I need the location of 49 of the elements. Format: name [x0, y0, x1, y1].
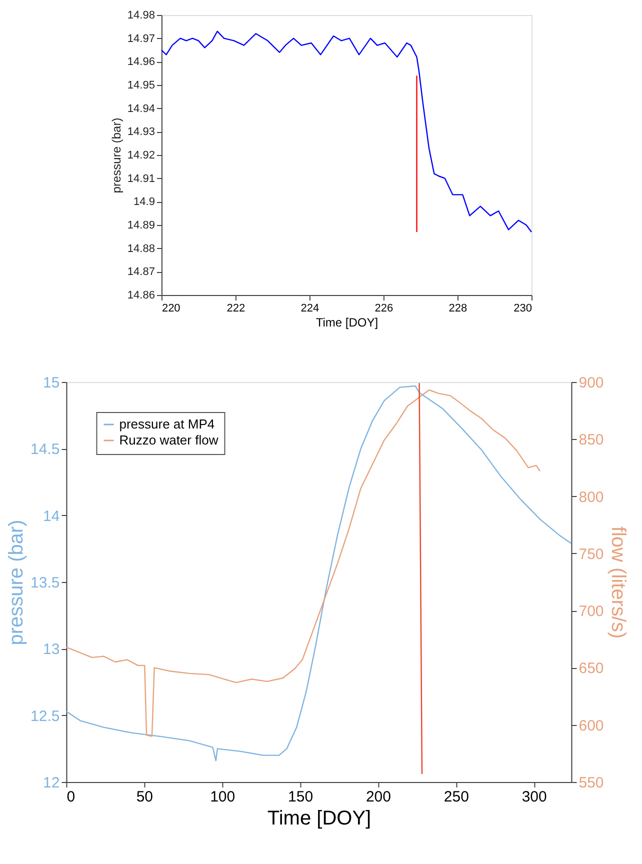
y-tick-label: 14.96: [127, 56, 155, 68]
x-tick-label: 300: [522, 788, 547, 806]
y-axis-title: pressure (bar): [6, 520, 28, 646]
y-tick-label: 15: [43, 374, 60, 392]
y-tick-label: 14.9: [134, 196, 155, 208]
y-tick-label: 14.98: [127, 10, 155, 22]
y-tick-label: 14.97: [127, 32, 155, 45]
y2-tick-label: 550: [578, 774, 604, 792]
y2-tick-label: 650: [578, 660, 604, 678]
x-axis-title: Time [DOY]: [316, 316, 378, 330]
y-axis-title: pressure (bar): [109, 118, 124, 194]
y-tick-label: 14.86: [127, 290, 155, 302]
legend-label: pressure at MP4: [119, 416, 215, 432]
legend-label: Ruzzo water flow: [119, 432, 219, 448]
y2-tick-label: 600: [578, 717, 604, 734]
y2-tick-label: 850: [578, 432, 604, 449]
y-tick-label: 14.89: [127, 220, 155, 232]
x-tick-label: 0: [66, 788, 76, 806]
y-tick-label: 12.5: [30, 708, 60, 725]
y-tick-label: 14.91: [127, 172, 155, 185]
x-tick-label: 222: [226, 302, 246, 314]
y-tick-label: 14.93: [127, 126, 155, 138]
x-tick-label: 220: [162, 302, 180, 314]
x-tick-label: 100: [210, 788, 236, 806]
y-tick-label: 14.94: [127, 102, 155, 115]
y2-axis-title: flow (liters/s): [606, 526, 629, 639]
y-tick-label: 13.5: [30, 574, 60, 592]
line-series: [160, 30, 532, 233]
x-tick-label: 150: [288, 788, 314, 806]
x-tick-label: 228: [448, 302, 468, 314]
y-tick-label: 14: [43, 508, 60, 525]
y-tick-label: 14.92: [127, 150, 155, 162]
x-tick-label: 50: [136, 788, 154, 806]
y-tick-label: 14.88: [127, 242, 155, 255]
y-tick-label: 14.95: [127, 80, 155, 92]
x-tick-label: 250: [444, 788, 469, 806]
y2-tick-label: 800: [578, 488, 604, 506]
x-tick-label: 200: [366, 788, 391, 806]
x-tick-label: 224: [300, 302, 320, 314]
x-axis-title: Time [DOY]: [267, 808, 372, 830]
y-tick-label: 14.87: [127, 266, 155, 278]
y2-tick-label: 750: [578, 546, 604, 563]
y-tick-label: 14.5: [30, 441, 60, 458]
x-tick-label: 230: [514, 302, 532, 314]
y2-tick-label: 900: [578, 374, 604, 392]
x-tick-label: 226: [374, 302, 394, 314]
y-tick-label: 12: [43, 774, 60, 792]
y2-tick-label: 700: [578, 603, 604, 620]
y-tick-label: 13: [43, 641, 60, 658]
